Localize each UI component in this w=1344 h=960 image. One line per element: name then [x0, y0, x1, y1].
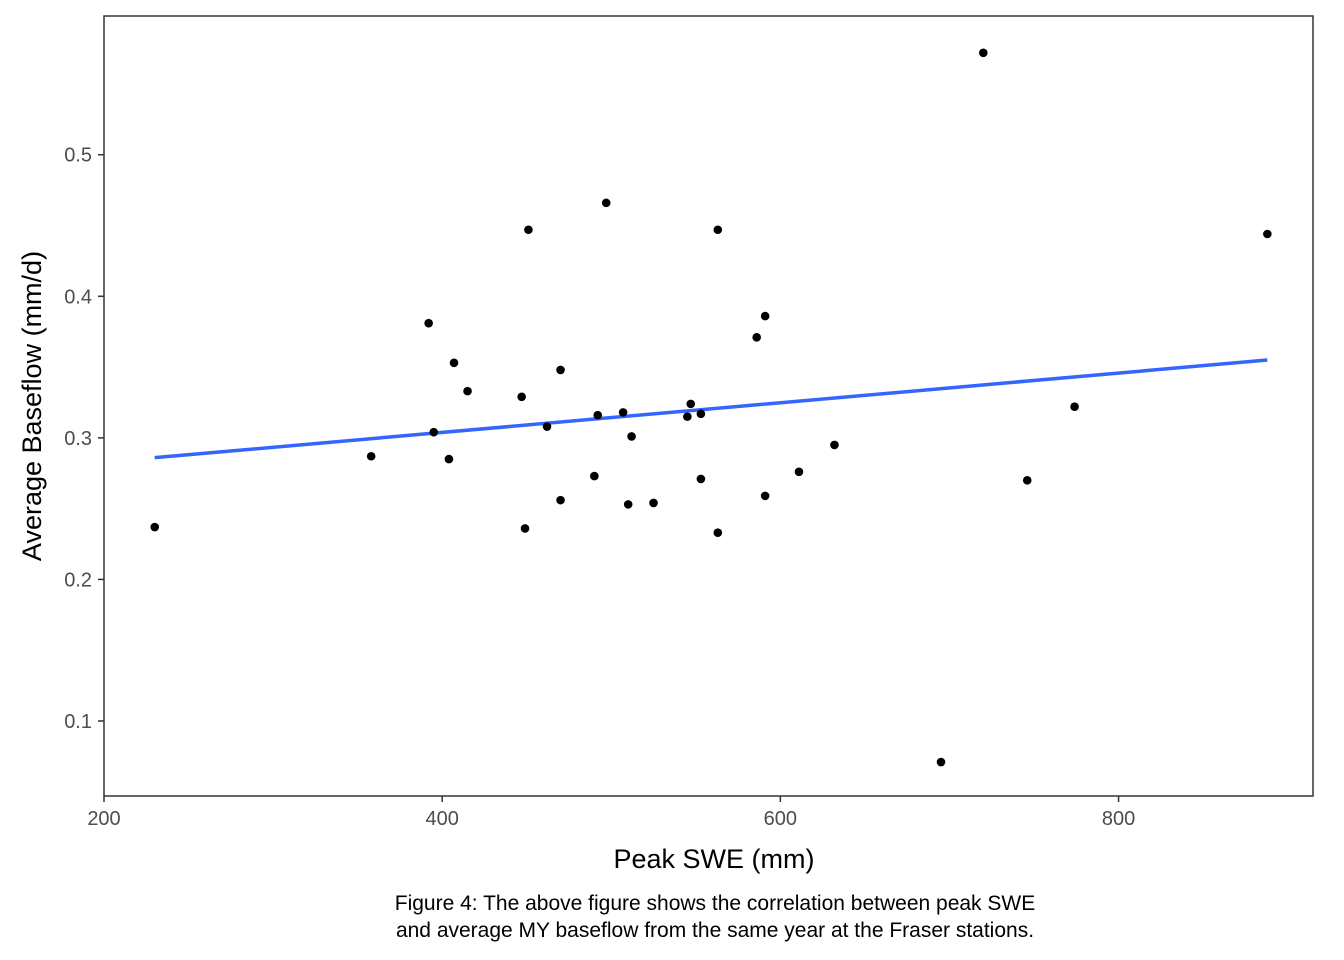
- scatter-point: [556, 495, 565, 505]
- y-tick-label: 0.3: [64, 428, 92, 450]
- scatter-point: [760, 491, 770, 501]
- scatter-point: [542, 422, 552, 431]
- scatter-point: [590, 471, 599, 481]
- y-tick-label: 0.1: [64, 711, 92, 733]
- caption-line-1: Figure 4: The above figure shows the cor…: [394, 892, 1036, 915]
- scatter-point: [936, 757, 946, 767]
- scatter-point: [463, 386, 472, 396]
- scatter-point: [713, 528, 723, 537]
- y-tick-label: 0.2: [64, 569, 92, 591]
- points-layer: [150, 48, 1272, 767]
- scatter-point: [696, 409, 706, 419]
- caption-line-2: and average MY baseflow from the same ye…: [395, 919, 1035, 942]
- scatter-point: [627, 432, 636, 441]
- trend-layer: [154, 358, 1268, 460]
- scatter-point: [978, 48, 988, 58]
- scatter-point: [593, 410, 603, 420]
- scatter-point: [649, 498, 658, 508]
- scatter-point: [623, 500, 633, 509]
- y-tick-label: 0.4: [64, 286, 92, 308]
- trend-line: [154, 358, 1268, 460]
- scatter-point: [520, 524, 530, 533]
- scatter-point: [556, 365, 565, 375]
- scatter-point: [517, 392, 526, 402]
- x-axis-title: Peak SWE (mm): [613, 844, 814, 874]
- x-tick-label: 400: [425, 808, 458, 830]
- scatter-point: [424, 318, 433, 328]
- plot-panel: [103, 15, 1314, 797]
- scatter-point: [444, 454, 454, 464]
- scatter-point: [686, 399, 696, 409]
- scatter-point: [752, 333, 761, 342]
- x-tick-label: 600: [764, 808, 797, 830]
- scatter-point: [1263, 229, 1272, 239]
- y-tick-label: 0.5: [64, 145, 92, 167]
- scatter-point: [1070, 402, 1079, 412]
- scatter-point: [713, 225, 723, 235]
- figure-caption: Figure 4: The above figure shows the cor…: [0, 890, 1344, 944]
- scatter-point: [366, 451, 376, 461]
- scatter-point: [830, 440, 839, 450]
- scatter-point: [1022, 476, 1032, 485]
- scatter-point: [760, 311, 770, 321]
- scatter-point: [683, 412, 692, 421]
- scatter-point: [150, 522, 160, 532]
- scatter-point: [524, 225, 533, 235]
- y-axis: 0.1 0.2 0.3 0.4 0.5: [64, 145, 104, 733]
- scatter-point: [696, 474, 706, 484]
- x-tick-label: 800: [1102, 808, 1135, 830]
- scatter-point: [601, 198, 611, 208]
- scatter-point: [618, 408, 628, 417]
- scatter-point: [429, 427, 439, 437]
- scatter-point: [449, 358, 459, 368]
- scatter-point: [794, 467, 804, 477]
- x-axis: 200 400 600 800: [87, 796, 1135, 830]
- x-tick-label: 200: [87, 808, 120, 830]
- y-axis-title: Average Baseflow (mm/d): [17, 251, 47, 561]
